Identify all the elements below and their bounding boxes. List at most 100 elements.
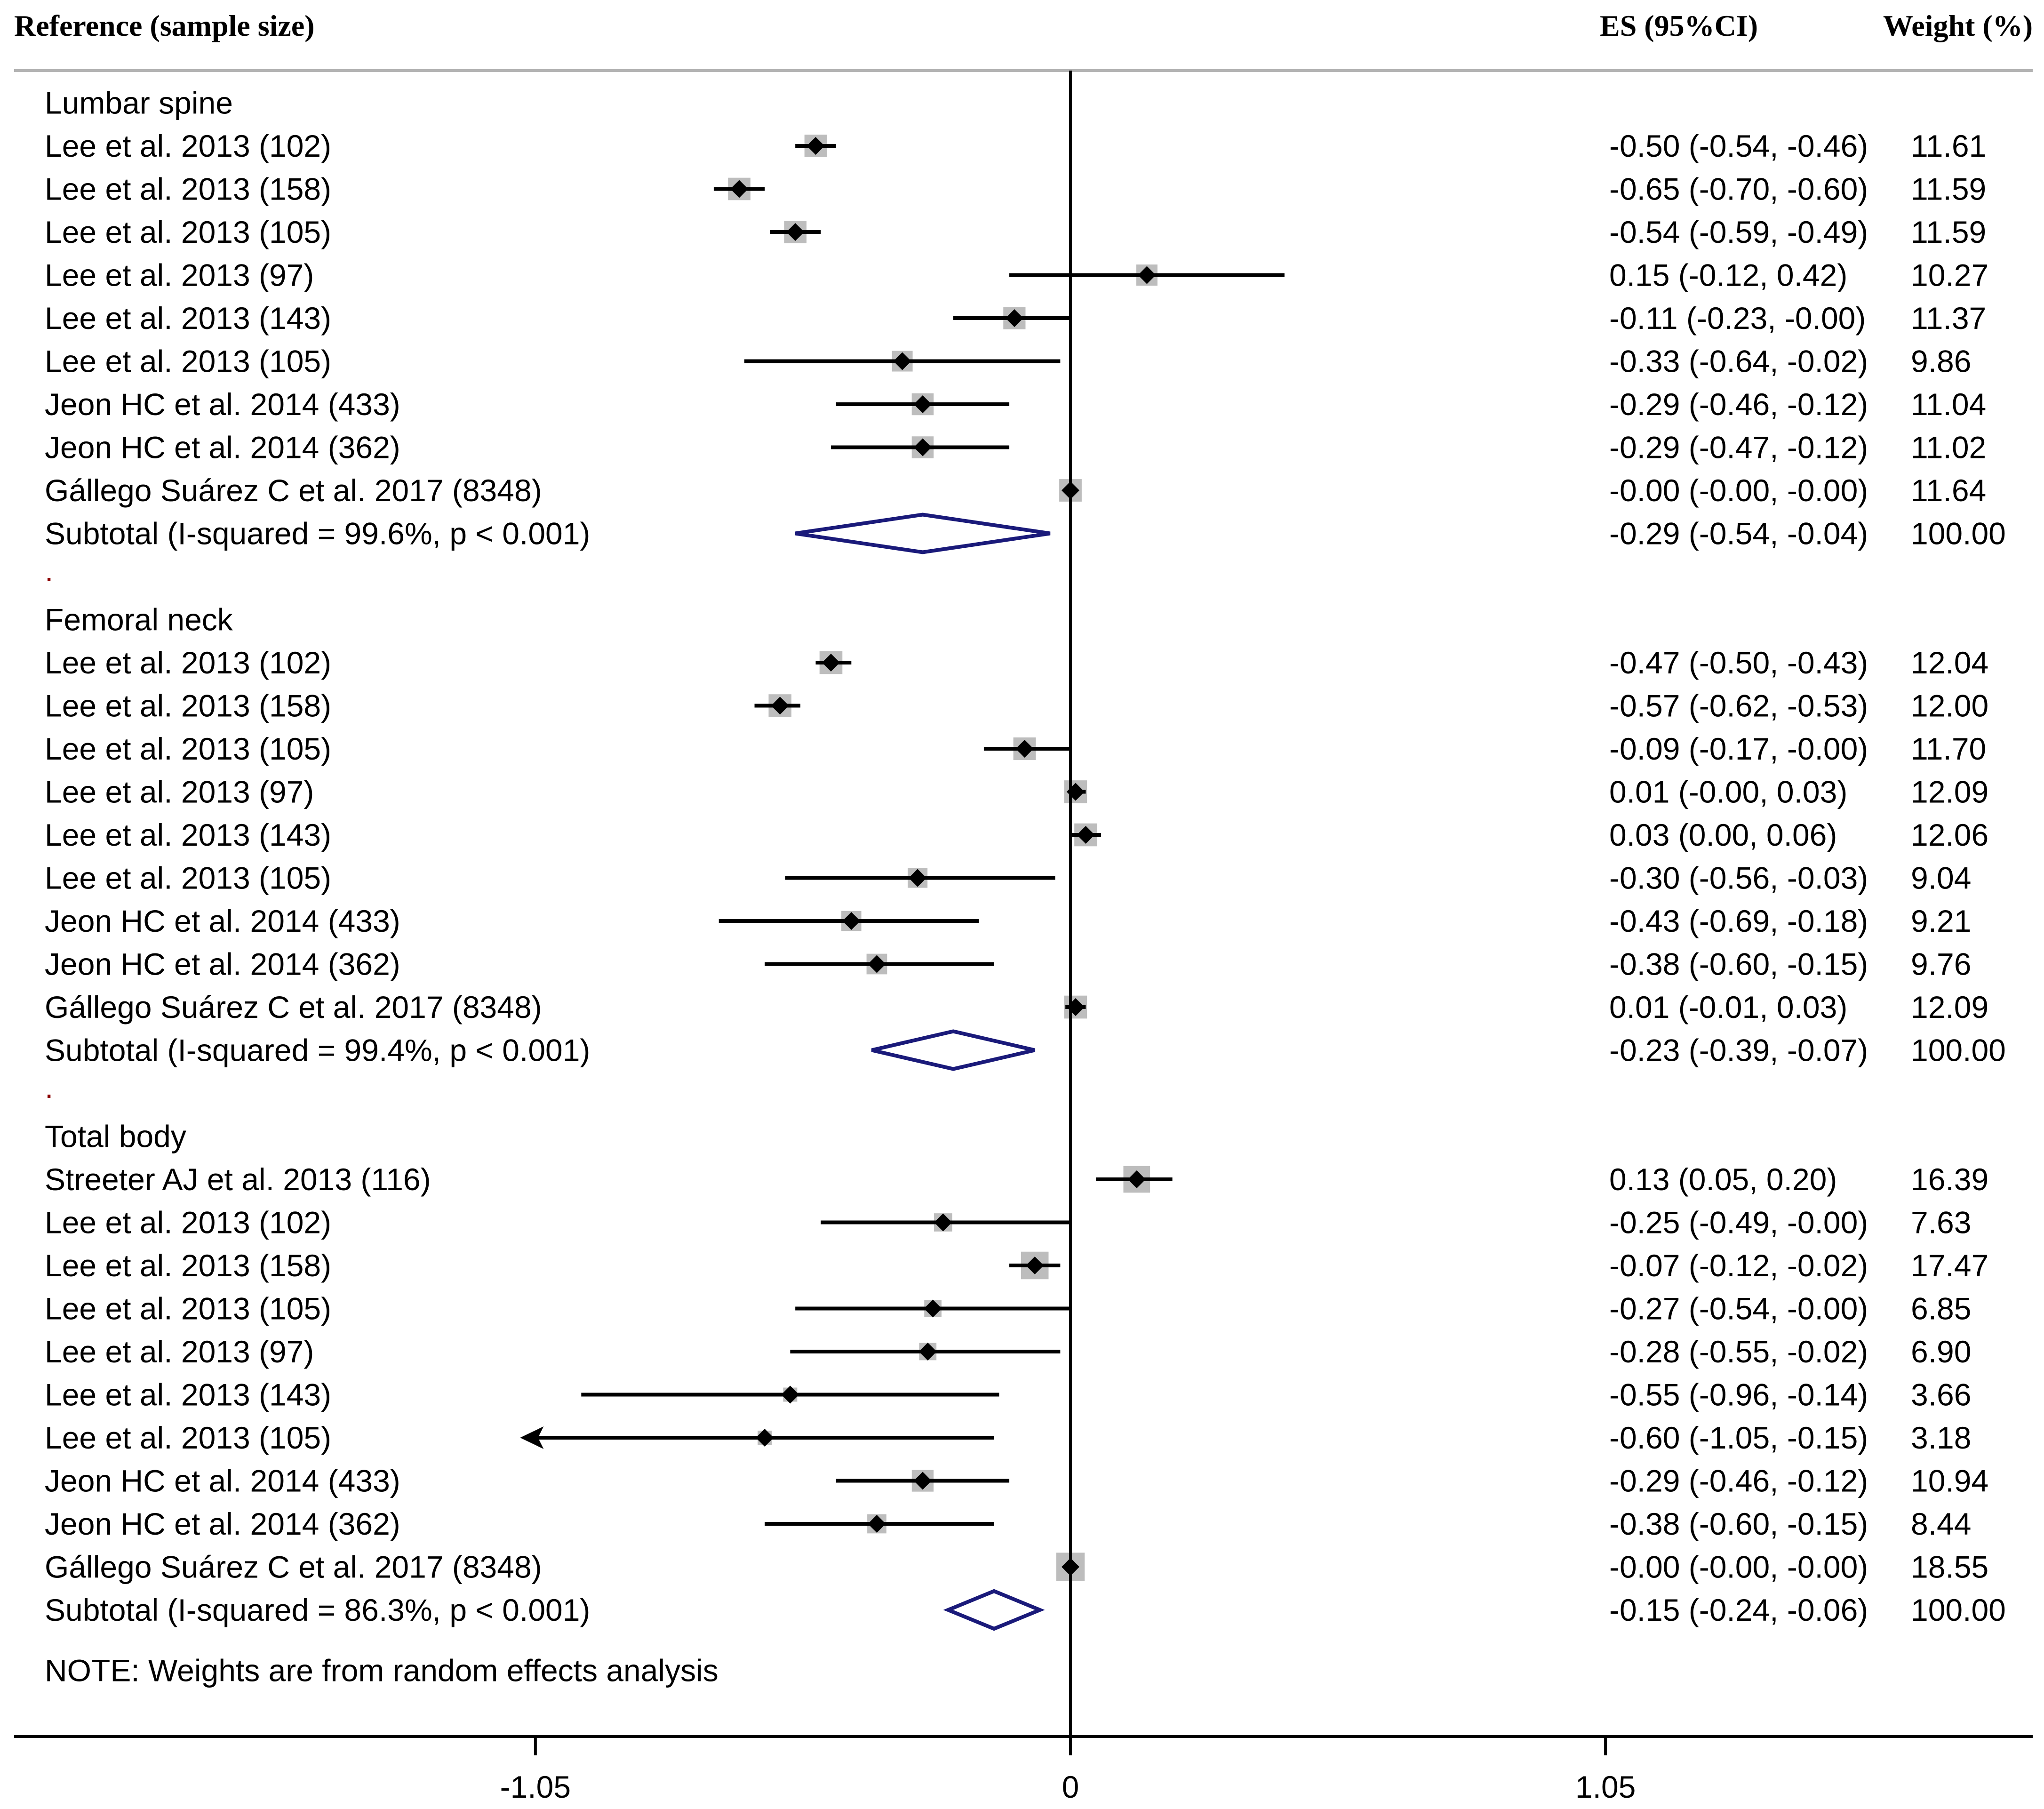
- study-weight: 9.04: [1911, 861, 1971, 896]
- study-weight: 8.44: [1911, 1506, 1971, 1541]
- study-label: Lee et al. 2013 (158): [45, 172, 331, 207]
- subtotal-label: Subtotal (I-squared = 99.6%, p < 0.001): [45, 516, 590, 551]
- subtotal-label: Subtotal (I-squared = 86.3%, p < 0.001): [45, 1593, 590, 1627]
- subtotal-weight: 100.00: [1911, 1593, 2006, 1627]
- study-point-estimate: [786, 223, 805, 241]
- subtotal-label: Subtotal (I-squared = 99.4%, p < 0.001): [45, 1033, 590, 1068]
- study-label: Jeon HC et al. 2014 (362): [45, 947, 400, 982]
- study-es-ci: -0.29 (-0.47, -0.12): [1609, 430, 1868, 465]
- study-es-ci: -0.54 (-0.59, -0.49): [1609, 215, 1868, 249]
- study-label: Lee et al. 2013 (158): [45, 1248, 331, 1283]
- study-point-estimate: [924, 1299, 942, 1318]
- study-weight: 17.47: [1911, 1248, 1988, 1283]
- study-point-estimate: [1026, 1257, 1044, 1274]
- x-axis-tick-label: 1.05: [1575, 1769, 1636, 1804]
- study-label: Lee et al. 2013 (102): [45, 645, 331, 680]
- study-point-estimate: [1015, 740, 1034, 758]
- study-es-ci: 0.01 (-0.00, 0.03): [1609, 775, 1847, 809]
- x-axis: -1.05 0 1.05: [500, 1737, 1636, 1804]
- study-point-estimate: [893, 352, 911, 370]
- study-weight: 11.59: [1911, 215, 1986, 249]
- study-weight: 11.37: [1911, 301, 1986, 336]
- study-label: Streeter AJ et al. 2013 (116): [45, 1162, 431, 1197]
- study-weight: 11.59: [1911, 172, 1986, 207]
- study-weight: 12.00: [1911, 688, 1988, 723]
- study-label: Jeon HC et al. 2014 (362): [45, 1506, 400, 1541]
- study-weight: 18.55: [1911, 1550, 1988, 1585]
- study-label: Lee et al. 2013 (143): [45, 817, 331, 852]
- study-ci-arrow: [520, 1426, 544, 1449]
- group-separator-mark: .: [45, 553, 53, 588]
- study-es-ci: -0.27 (-0.54, -0.00): [1609, 1291, 1868, 1326]
- study-es-ci: 0.15 (-0.12, 0.42): [1609, 258, 1847, 293]
- study-es-ci: -0.60 (-1.05, -0.15): [1609, 1420, 1868, 1455]
- study-point-estimate: [1005, 309, 1023, 327]
- study-weight: 12.06: [1911, 817, 1988, 852]
- forest-rows: Lumbar spine Lee et al. 2013 (102) -0.50 (…: [45, 71, 2006, 1737]
- study-point-estimate: [868, 1515, 886, 1533]
- study-label: Lee et al. 2013 (158): [45, 688, 331, 723]
- study-point-estimate: [909, 869, 927, 887]
- study-label: Lee et al. 2013 (143): [45, 1377, 331, 1412]
- study-es-ci: -0.28 (-0.55, -0.02): [1609, 1334, 1868, 1369]
- study-es-ci: -0.00 (-0.00, -0.00): [1609, 1550, 1868, 1585]
- study-es-ci: -0.50 (-0.54, -0.46): [1609, 128, 1868, 163]
- study-es-ci: -0.38 (-0.60, -0.15): [1609, 947, 1868, 982]
- study-es-ci: -0.25 (-0.49, -0.00): [1609, 1205, 1868, 1240]
- study-weight: 11.64: [1911, 473, 1986, 508]
- study-label: Lee et al. 2013 (105): [45, 731, 331, 766]
- group-title: Femoral neck: [45, 602, 233, 637]
- study-weight: 16.39: [1911, 1162, 1988, 1197]
- subtotal-weight: 100.00: [1911, 1033, 2006, 1068]
- study-es-ci: -0.29 (-0.46, -0.12): [1609, 387, 1868, 422]
- study-label: Lee et al. 2013 (102): [45, 128, 331, 163]
- study-point-estimate: [918, 1343, 937, 1361]
- study-es-ci: -0.55 (-0.96, -0.14): [1609, 1377, 1868, 1412]
- subtotal-weight: 100.00: [1911, 516, 2006, 551]
- study-label: Jeon HC et al. 2014 (433): [45, 387, 400, 422]
- study-es-ci: 0.03 (0.00, 0.06): [1609, 817, 1837, 852]
- subtotal-es-ci: -0.23 (-0.39, -0.07): [1609, 1033, 1868, 1068]
- subtotal-es-ci: -0.29 (-0.54, -0.04): [1609, 516, 1868, 551]
- study-label: Lee et al. 2013 (97): [45, 258, 314, 293]
- study-point-estimate: [806, 137, 825, 155]
- subtotal-diamond: [871, 1029, 1036, 1071]
- study-weight: 11.02: [1911, 430, 1986, 465]
- study-label: Jeon HC et al. 2014 (433): [45, 904, 400, 938]
- study-weight: 9.21: [1911, 904, 1971, 938]
- study-point-estimate: [822, 654, 840, 672]
- study-weight: 11.61: [1911, 128, 1986, 163]
- study-label: Lee et al. 2013 (105): [45, 1420, 331, 1455]
- study-label: Lee et al. 2013 (97): [45, 1334, 314, 1369]
- study-label: Gállego Suárez C et al. 2017 (8348): [45, 1550, 542, 1585]
- group-separator-mark: .: [45, 1070, 53, 1105]
- study-label: Lee et al. 2013 (105): [45, 344, 331, 379]
- study-weight: 3.66: [1911, 1377, 1971, 1412]
- subtotal-diamond: [943, 1589, 1045, 1631]
- study-es-ci: -0.07 (-0.12, -0.02): [1609, 1248, 1868, 1283]
- study-label: Gállego Suárez C et al. 2017 (8348): [45, 990, 542, 1025]
- study-es-ci: -0.09 (-0.17, -0.00): [1609, 731, 1868, 766]
- study-point-estimate: [756, 1429, 774, 1447]
- weight-column-header: Weight (%): [1883, 9, 2033, 42]
- study-es-ci: -0.33 (-0.64, -0.02): [1609, 344, 1868, 379]
- study-weight: 9.86: [1911, 344, 1971, 379]
- study-label: Lee et al. 2013 (143): [45, 301, 331, 336]
- study-weight: 12.04: [1911, 645, 1988, 680]
- es-column-header: ES (95%CI): [1600, 9, 1758, 42]
- study-point-estimate: [913, 438, 932, 456]
- study-label: Jeon HC et al. 2014 (433): [45, 1464, 400, 1498]
- study-label: Lee et al. 2013 (105): [45, 215, 331, 249]
- note-text: NOTE: Weights are from random effects an…: [45, 1653, 719, 1688]
- study-label: Lee et al. 2013 (105): [45, 861, 331, 896]
- study-label: Lee et al. 2013 (97): [45, 775, 314, 809]
- study-es-ci: -0.65 (-0.70, -0.60): [1609, 172, 1868, 207]
- study-label: Gállego Suárez C et al. 2017 (8348): [45, 473, 542, 508]
- study-point-estimate: [1127, 1170, 1146, 1188]
- study-weight: 12.09: [1911, 990, 1988, 1025]
- x-axis-tick-label: 0: [1062, 1769, 1079, 1804]
- study-es-ci: 0.13 (0.05, 0.20): [1609, 1162, 1837, 1197]
- study-point-estimate: [842, 912, 861, 930]
- reference-column-header: Reference (sample size): [14, 9, 315, 42]
